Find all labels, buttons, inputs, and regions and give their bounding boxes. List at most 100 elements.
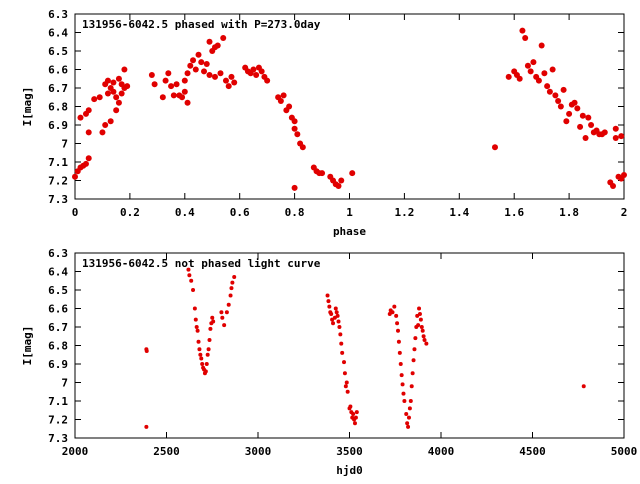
data-point [612, 134, 619, 141]
data-point [219, 310, 224, 315]
data-point [205, 352, 210, 357]
data-point [206, 72, 213, 79]
data-point [144, 424, 149, 429]
data-point [170, 92, 177, 99]
data-point [404, 411, 409, 416]
chart-title: 131956-6042.5 not phased light curve [82, 257, 321, 270]
data-point [91, 96, 98, 103]
y-tick-label: 6.4 [48, 266, 68, 279]
data-point [400, 382, 405, 387]
data-point [571, 99, 578, 106]
data-point [334, 310, 339, 315]
x-tick-label: 0.8 [285, 206, 305, 219]
data-point [541, 70, 548, 77]
x-tick-label: 4000 [428, 445, 455, 458]
data-point [162, 77, 169, 84]
data-point [354, 410, 359, 415]
x-tick-label: 4500 [519, 445, 546, 458]
data-point [390, 310, 395, 315]
data-point [519, 27, 526, 34]
x-tick-label: 3000 [245, 445, 272, 458]
data-point [113, 107, 120, 114]
data-point [294, 131, 301, 138]
data-point [211, 73, 218, 80]
data-point [343, 384, 348, 389]
data-point [222, 77, 229, 84]
data-point [574, 105, 581, 112]
data-point [107, 118, 114, 125]
x-tick-label: 1 [346, 206, 353, 219]
data-point [408, 399, 413, 403]
data-point [421, 334, 426, 339]
data-point [621, 171, 627, 178]
data-point [413, 336, 418, 341]
data-point [192, 306, 197, 311]
data-point [348, 404, 353, 409]
data-point [337, 325, 342, 329]
data-point [192, 66, 199, 73]
y-axis-label: I[mag] [21, 326, 34, 366]
x-tick-label: 3500 [336, 445, 363, 458]
data-point [220, 315, 225, 320]
data-point [104, 90, 111, 97]
data-point [399, 373, 404, 378]
data-point [115, 99, 122, 106]
data-point [394, 313, 399, 318]
data-point [422, 337, 427, 342]
x-tick-label: 0.2 [120, 206, 140, 219]
data-point [115, 75, 122, 82]
data-point [505, 73, 512, 80]
data-point [207, 337, 212, 342]
data-point [201, 68, 208, 75]
data-point [96, 94, 103, 101]
data-point [409, 384, 414, 389]
data-point [335, 183, 342, 190]
data-point [549, 66, 556, 73]
y-tick-label: 6.8 [48, 340, 68, 353]
data-point [210, 315, 215, 320]
y-tick-label: 6.7 [48, 82, 68, 95]
y-tick-label: 6.9 [48, 358, 68, 371]
data-point [258, 68, 265, 75]
data-point [187, 62, 194, 69]
data-point [352, 421, 357, 426]
data-point [181, 88, 188, 95]
data-point [250, 66, 257, 73]
data-point [563, 118, 570, 125]
data-point [144, 349, 149, 354]
data-point [206, 347, 211, 352]
data-point [190, 57, 197, 64]
data-point [85, 129, 92, 136]
data-point [601, 129, 608, 136]
data-point [291, 125, 298, 132]
data-point [228, 293, 233, 298]
data-point [392, 304, 397, 309]
data-point [228, 73, 235, 80]
data-point [173, 81, 180, 88]
y-tick-label: 7.2 [48, 414, 68, 427]
data-point [124, 83, 131, 90]
y-axis-label: I[mag] [21, 87, 34, 127]
data-point [557, 103, 564, 110]
data-point [418, 317, 423, 322]
data-point [401, 391, 406, 396]
data-point [338, 332, 343, 337]
y-tick-label: 7 [61, 138, 68, 151]
data-point [198, 352, 203, 357]
x-tick-label: 0 [72, 206, 79, 219]
data-point [85, 107, 92, 114]
data-point [118, 90, 125, 97]
data-point [560, 86, 567, 93]
data-point [121, 66, 128, 73]
data-point [231, 79, 238, 86]
x-tick-label: 1.6 [504, 206, 524, 219]
data-point [344, 380, 349, 385]
data-point [291, 184, 298, 191]
data-point [184, 99, 191, 106]
data-point [110, 79, 117, 86]
data-point [544, 83, 551, 90]
data-point [522, 35, 529, 42]
data-point [151, 81, 158, 88]
data-point [396, 339, 401, 344]
